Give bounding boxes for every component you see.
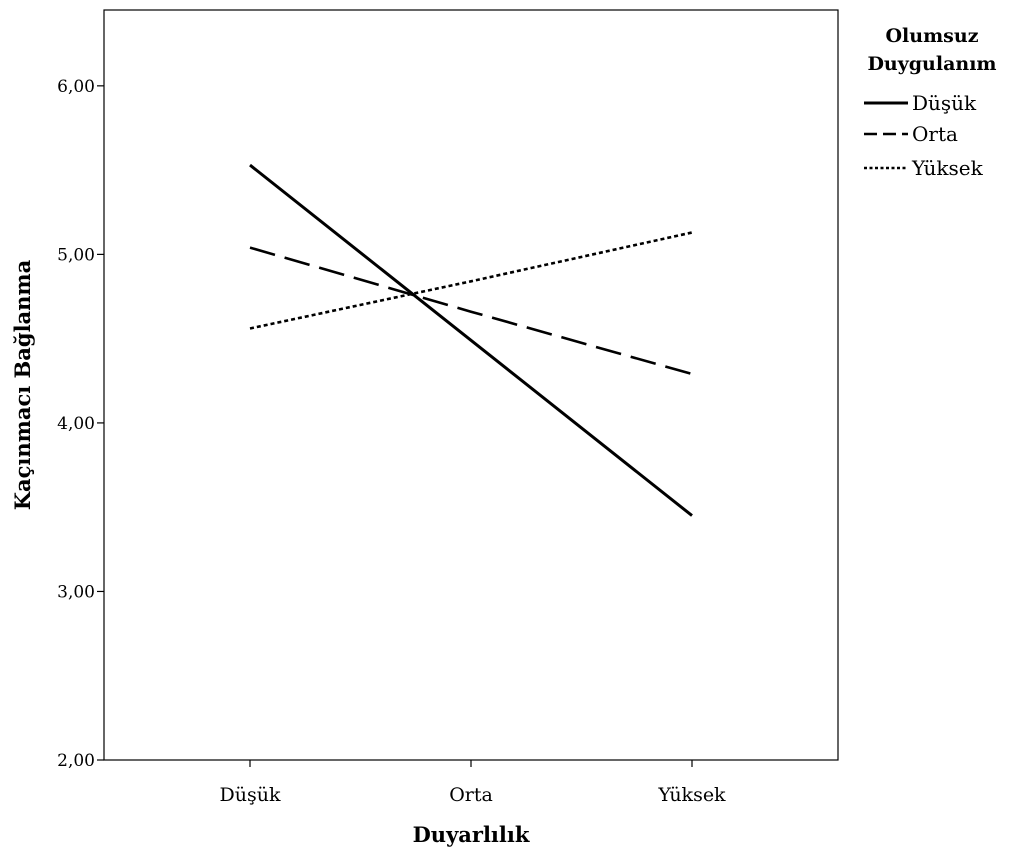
- y-tick-label: 6,00: [57, 77, 95, 97]
- legend-label-orta: Orta: [912, 122, 958, 146]
- plot-frame: [103, 9, 839, 761]
- x-axis-title: Duyarlılık: [413, 822, 530, 847]
- series-line-dusuk: [249, 163, 693, 517]
- x-axis-tick-labels: Düşük Orta Yüksek: [220, 784, 727, 806]
- y-tick-label: 2,00: [57, 751, 95, 771]
- x-tick-label: Düşük: [220, 784, 281, 806]
- series-line-yuksek: [249, 231, 693, 330]
- x-axis-ticks: [249, 760, 693, 767]
- legend-title-line-1: Olumsuz: [886, 25, 979, 47]
- series-lines: [249, 163, 693, 517]
- y-axis-tick-labels: 2,00 3,00 4,00 5,00 6,00: [57, 77, 95, 771]
- y-axis-ticks: [97, 85, 104, 761]
- legend: Olumsuz Duygulanım Düşük Orta Yüksek: [864, 25, 997, 180]
- legend-title-line-2: Duygulanım: [867, 53, 996, 75]
- legend-label-dusuk: Düşük: [912, 91, 977, 115]
- y-tick-label: 3,00: [57, 582, 95, 602]
- series-line-orta: [249, 246, 693, 376]
- x-tick-label: Orta: [449, 784, 493, 806]
- y-tick-label: 5,00: [57, 245, 95, 265]
- y-axis-title: Kaçınmacı Bağlanma: [10, 259, 35, 510]
- legend-label-yuksek: Yüksek: [911, 156, 984, 180]
- x-tick-label: Yüksek: [657, 784, 726, 806]
- y-tick-label: 4,00: [57, 414, 95, 434]
